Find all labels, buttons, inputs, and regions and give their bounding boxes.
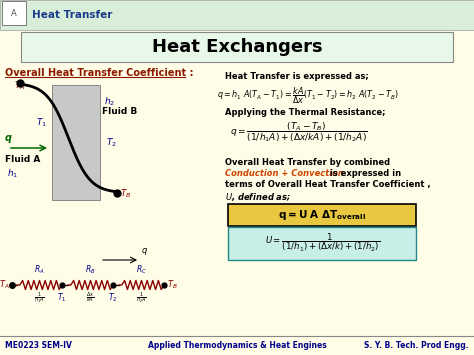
Text: $\frac{\Delta x}{kA}$: $\frac{\Delta x}{kA}$	[86, 291, 95, 305]
FancyBboxPatch shape	[2, 1, 26, 25]
FancyBboxPatch shape	[228, 203, 417, 225]
Text: $T_A$: $T_A$	[0, 279, 10, 291]
Text: $T_1$: $T_1$	[36, 117, 47, 129]
Text: terms of Overall Heat Transfer Coefficient ,: terms of Overall Heat Transfer Coefficie…	[225, 180, 430, 189]
Text: S. Y. B. Tech. Prod Engg.: S. Y. B. Tech. Prod Engg.	[365, 340, 469, 350]
Text: $\mathbf{q = U\ A\ \Delta T_{overall}}$: $\mathbf{q = U\ A\ \Delta T_{overall}}$	[278, 208, 366, 222]
Text: $U = \dfrac{1}{(1/h_1)+(\Delta x / k)+(1/h_2)}$: $U = \dfrac{1}{(1/h_1)+(\Delta x / k)+(1…	[265, 232, 380, 254]
Text: A: A	[11, 9, 17, 17]
Text: $R_C$: $R_C$	[136, 263, 147, 276]
Text: Applied Thermodynamics & Heat Engines: Applied Thermodynamics & Heat Engines	[147, 340, 327, 350]
FancyBboxPatch shape	[21, 32, 453, 62]
Text: $h_2$: $h_2$	[104, 95, 115, 108]
Text: $T_2$: $T_2$	[106, 137, 117, 149]
FancyBboxPatch shape	[52, 85, 100, 200]
Text: $T_B$: $T_B$	[120, 188, 131, 200]
Text: Applying the Thermal Resistance;: Applying the Thermal Resistance;	[225, 108, 385, 117]
Text: Fluid A: Fluid A	[5, 155, 40, 164]
Text: is expressed in: is expressed in	[327, 169, 401, 178]
Text: $T_B$: $T_B$	[167, 279, 178, 291]
FancyBboxPatch shape	[0, 0, 474, 30]
Text: Overall Heat Transfer by combined: Overall Heat Transfer by combined	[225, 158, 390, 167]
Text: $T_2$: $T_2$	[108, 292, 118, 305]
Text: $q = \dfrac{(T_A - T_B)}{(1/h_1 A)+(\Delta x/kA)+(1/h_2 A)}$: $q = \dfrac{(T_A - T_B)}{(1/h_1 A)+(\Del…	[230, 120, 367, 144]
Text: $\frac{1}{h_2 A}$: $\frac{1}{h_2 A}$	[136, 291, 147, 306]
Text: $\frac{1}{h_1 A}$: $\frac{1}{h_1 A}$	[34, 291, 45, 306]
Text: $T_1$: $T_1$	[57, 292, 67, 305]
Text: Heat Exchangers: Heat Exchangers	[152, 38, 322, 56]
Text: Conduction + Convection: Conduction + Convection	[225, 169, 344, 178]
Text: q: q	[5, 133, 12, 143]
Text: Heat Transfer: Heat Transfer	[32, 10, 112, 20]
Text: Heat Transfer is expressed as;: Heat Transfer is expressed as;	[225, 72, 369, 81]
Text: $q$: $q$	[141, 246, 148, 257]
Text: $R_B$: $R_B$	[85, 263, 96, 276]
Text: Overall Heat Transfer Coefficient :: Overall Heat Transfer Coefficient :	[5, 68, 193, 78]
FancyBboxPatch shape	[228, 226, 417, 260]
Text: $T_A$: $T_A$	[14, 80, 26, 93]
Text: $U$, defined as;: $U$, defined as;	[225, 191, 292, 203]
Text: $h_1$: $h_1$	[8, 168, 18, 180]
Text: $q = h_1\ A(T_A - T_1) = \dfrac{kA}{\Delta x}(T_1 - T_2) = h_2\ A(T_2 - T_B)$: $q = h_1\ A(T_A - T_1) = \dfrac{kA}{\Del…	[217, 85, 399, 105]
Text: ME0223 SEM-IV: ME0223 SEM-IV	[5, 340, 72, 350]
Text: $R_A$: $R_A$	[34, 263, 45, 276]
Text: Fluid B: Fluid B	[102, 107, 137, 116]
